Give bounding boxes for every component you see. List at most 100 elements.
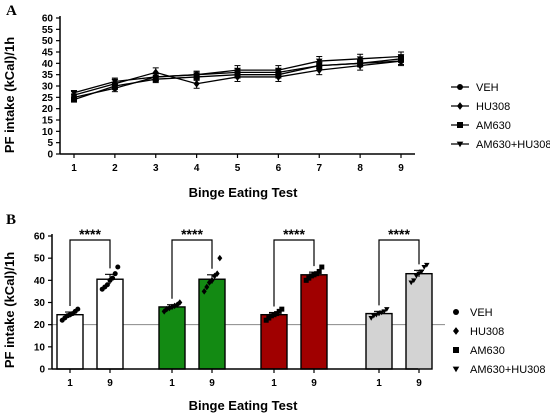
y-tick-label: 50 [42,36,54,47]
individual-point [279,306,285,312]
bar [260,313,288,370]
x-tick-label: 9 [311,378,317,389]
y-tick-label: 30 [42,82,54,93]
y-tick-label: 35 [42,70,54,81]
y-tick-label: 40 [42,59,54,70]
significance-stars: **** [388,226,410,242]
data-point [275,67,282,74]
significance-bracket [378,239,420,306]
y-tick-label: 10 [42,127,54,138]
individual-point [408,280,414,286]
individual-point [274,311,280,317]
bar [56,313,84,370]
x-tick-label: 7 [316,163,322,174]
legend-item: HU308 [453,326,504,338]
legend-marker [457,84,463,90]
significance-bracket [273,239,315,307]
y-tick-label: 20 [42,104,54,115]
x-tick-label: 9 [107,378,113,389]
panel-a-series [70,51,405,103]
legend-item: VEH [451,82,499,94]
individual-point [75,306,81,312]
data-point [111,79,119,85]
series-am630-hu308 [70,51,405,97]
x-tick-label: 4 [194,163,200,174]
individual-point [413,273,420,279]
individual-point [115,264,121,270]
legend-item: HU308 [451,101,510,113]
y-tick-label: 30 [34,298,46,309]
x-tick-label: 1 [271,378,277,389]
y-tick-label: 5 [47,138,53,149]
significance-stars: **** [79,226,101,242]
x-tick-label: 1 [169,378,175,389]
y-tick-label: 0 [47,150,53,161]
x-tick-label: 8 [357,163,363,174]
y-tick-label: 15 [42,116,54,127]
bar [365,312,393,370]
individual-point [384,307,390,312]
individual-point [214,270,220,277]
y-tick-label: 55 [42,25,54,36]
significance-stars: **** [181,226,203,242]
panel-a-y-title: PF intake (kCal)/1h [2,37,17,153]
x-tick-label: 1 [376,378,382,389]
individual-point [314,271,320,277]
legend-marker [457,102,463,110]
individual-point [308,273,314,279]
legend-marker [453,327,459,335]
legend-label: AM630+HU308 [470,364,546,376]
panel-a-x-ticks: 1 2 3 4 5 6 7 8 9 [71,154,404,174]
individual-point [271,312,277,318]
x-tick-label: 2 [112,163,118,174]
y-tick-label: 45 [42,48,54,59]
y-tick-label: 60 [42,14,54,25]
legend-label: HU308 [470,326,504,338]
data-point [356,56,364,63]
legend-marker [456,141,464,148]
y-tick-label: 50 [34,254,46,265]
legend-label: VEH [476,82,499,94]
x-tick-label: 9 [398,163,404,174]
individual-point [311,272,317,278]
data-point [111,83,118,89]
individual-point [276,308,282,314]
panel-a-legend: VEH HU308 AM630 AM630+HU308 [451,82,550,151]
legend-marker [453,347,459,353]
x-tick-label: 6 [276,163,282,174]
panel-b-legend: VEH HU308 AM630 AM630+HU308 [452,307,546,376]
individual-point [416,271,422,277]
individual-point [112,271,118,277]
y-tick-label: 60 [34,232,46,243]
bar [96,278,124,370]
panel-b-y-ticks: 0 10 20 30 40 50 60 [34,232,52,376]
legend-item: AM630 [453,345,505,357]
panel-a-x-title: Binge Eating Test [189,185,298,200]
legend-item: AM630+HU308 [451,139,550,151]
data-point [234,67,241,74]
bar [300,274,328,370]
panel-b-letter: B [6,212,16,228]
legend-item: AM630+HU308 [452,364,546,376]
individual-point [316,268,322,274]
bar [405,272,433,370]
individual-point [110,275,116,281]
individual-point [266,315,272,321]
x-tick-label: 9 [416,378,422,389]
y-tick-label: 20 [34,320,46,331]
legend-marker [457,122,463,128]
individual-point [201,288,207,295]
significance-bracket [171,239,213,299]
individual-point [217,254,223,262]
data-point [315,58,323,65]
significance-bracket [69,239,111,307]
individual-point [411,278,417,284]
legend-item: AM630 [451,120,511,132]
